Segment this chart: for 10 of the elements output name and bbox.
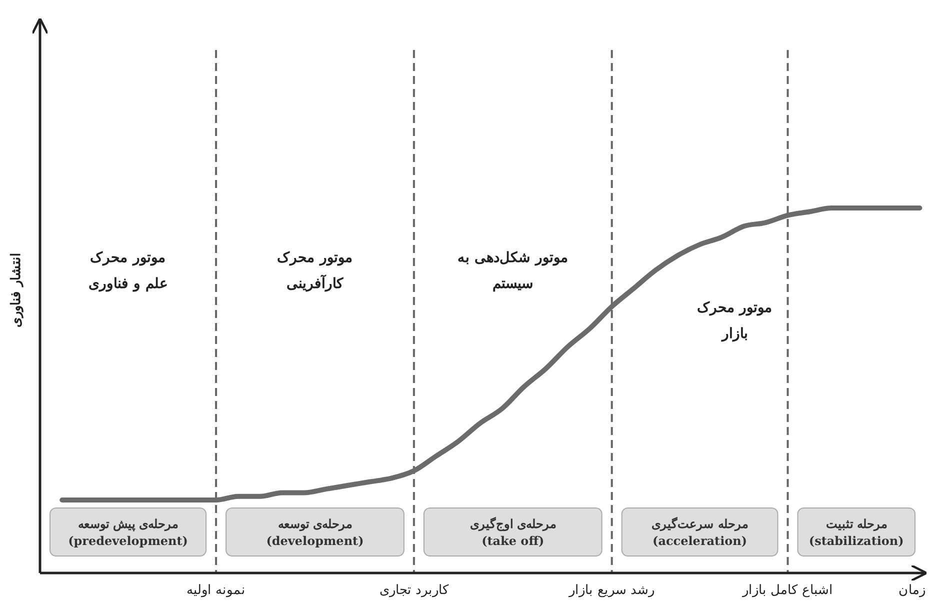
annotation: موتور محرک بازار [696, 300, 773, 342]
annotation: موتور محرک کارآفرینی [277, 250, 353, 292]
x-tick-label: اشباع کامل بازار [742, 583, 833, 598]
x-tick-label: نمونه اولیه [186, 583, 246, 598]
annotation: موتور محرک علم و فناوری [88, 250, 168, 292]
x-tick-label: رشد سریع بازار [568, 583, 654, 598]
annotation: موتور شکل‌دهی به سیستم [458, 250, 568, 292]
y-axis-title: انتشار فناوری [9, 252, 24, 328]
x-tick-label: کاربرد تجاری [379, 583, 450, 598]
x-axis-title: زمان [898, 583, 926, 598]
